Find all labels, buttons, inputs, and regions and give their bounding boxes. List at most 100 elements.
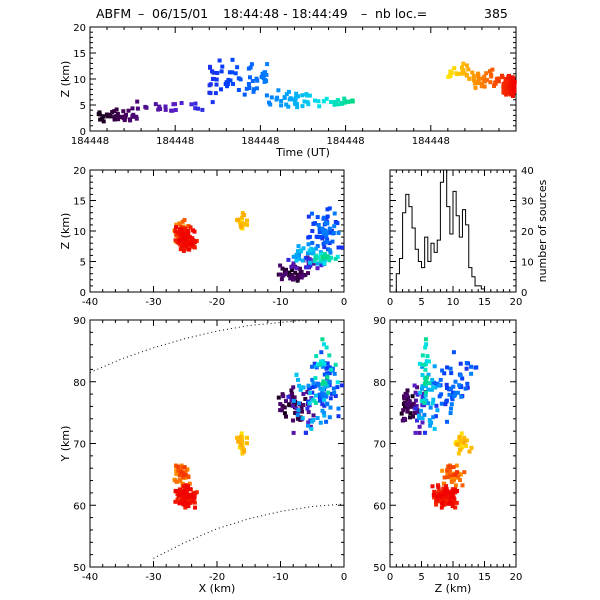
vhf-source-point [333,394,338,398]
vhf-source-point [422,362,427,367]
vhf-source-point [311,413,316,418]
vhf-source-point [320,364,325,369]
vhf-source-point [328,405,333,410]
z-y-axes: 0 5 10 15 20 50 60 70 80 90 Z (km) [373,316,522,595]
vhf-source-point [186,504,191,509]
vhf-source-point [511,94,515,98]
vhf-source-point [213,91,218,96]
vhf-source-point [423,337,428,342]
vhf-source-point [489,74,494,79]
vhf-source-point [442,371,447,376]
vhf-source-point [322,384,327,389]
vhf-source-point [459,431,464,436]
altitude-histogram-y-tick-label: 0 [521,288,527,299]
vhf-source-point [301,273,306,278]
vhf-source-point [101,114,106,119]
vhf-source-point [282,95,287,100]
vhf-source-point [325,375,330,380]
vhf-source-point [417,416,422,420]
vhf-source-point [182,465,187,470]
vhf-source-point [290,97,295,102]
vhf-source-point [135,106,140,111]
vhf-source-point [325,237,330,242]
vhf-source-point [332,211,337,216]
vhf-source-point [295,278,300,283]
vhf-source-point [474,365,479,370]
vhf-source-point [440,501,445,506]
vhf-source-point [177,222,182,227]
vhf-source-point [186,229,191,234]
vhf-source-point [251,89,256,94]
vhf-source-point [301,392,306,396]
vhf-source-point [290,391,294,396]
vhf-source-point [182,497,187,502]
vhf-source-point [469,371,474,376]
vhf-source-point [173,108,178,112]
vhf-source-point [505,90,510,95]
altitude-histogram-x-tick-label: 20 [510,297,523,308]
vhf-source-point [323,221,328,225]
z-y-frame [389,319,517,568]
x-y-frame [89,319,345,568]
vhf-source-point [181,501,186,506]
vhf-source-point [327,206,332,211]
vhf-source-point [301,385,306,390]
vhf-source-point [405,388,410,393]
vhf-source-point [432,364,437,369]
vhf-source-point [244,86,249,91]
vhf-source-point [335,385,340,390]
vhf-source-point [421,394,426,399]
vhf-source-point [255,78,260,83]
title-separator-1: – [138,6,144,21]
vhf-source-point [455,470,459,475]
vhf-source-point [427,359,431,364]
vhf-source-point [185,484,190,489]
vhf-source-point [336,98,341,103]
vhf-source-point [458,361,463,366]
vhf-source-point [449,71,454,75]
vhf-source-point [325,365,330,370]
vhf-source-point [454,500,459,505]
vhf-source-point [286,394,291,399]
vhf-source-point [426,372,431,377]
title-separator-2: – [361,6,367,21]
vhf-source-point [174,225,179,230]
vhf-source-point [226,81,231,86]
vhf-source-point [441,481,446,486]
vhf-source-point [339,245,344,250]
x-z-y-axis-label: Z (km) [59,213,72,250]
vhf-source-point [316,223,321,227]
altitude-histogram-steps [395,169,485,292]
vhf-source-point [327,415,332,420]
vhf-source-point [241,221,246,226]
vhf-source-point [320,390,325,395]
vhf-source-point [453,390,458,395]
vhf-source-point [462,439,467,444]
vhf-source-point [445,468,450,473]
vhf-source-point [415,418,419,423]
vhf-source-point [488,80,493,85]
altitude-histogram-y-axis-label: number of sources [536,179,549,282]
vhf-source-point [454,439,459,444]
vhf-source-point [331,231,336,235]
vhf-source-point [322,215,327,220]
vhf-source-point [310,390,315,395]
vhf-source-point [435,494,440,499]
vhf-source-point [448,366,453,371]
vhf-source-point [291,418,295,423]
range-boundary-lower [153,503,345,559]
vhf-source-point [445,386,449,390]
vhf-source-point [324,234,329,239]
vhf-source-point [452,66,457,71]
vhf-source-point [465,385,470,390]
vhf-source-point [296,94,301,99]
vhf-source-point [454,463,459,468]
title-date: 06/15/01 [152,6,208,21]
vhf-source-point [130,106,135,111]
vhf-source-point [482,79,487,84]
vhf-source-point [433,414,438,419]
vhf-source-point [319,229,324,234]
vhf-source-point [436,487,441,492]
vhf-source-point [430,484,435,489]
